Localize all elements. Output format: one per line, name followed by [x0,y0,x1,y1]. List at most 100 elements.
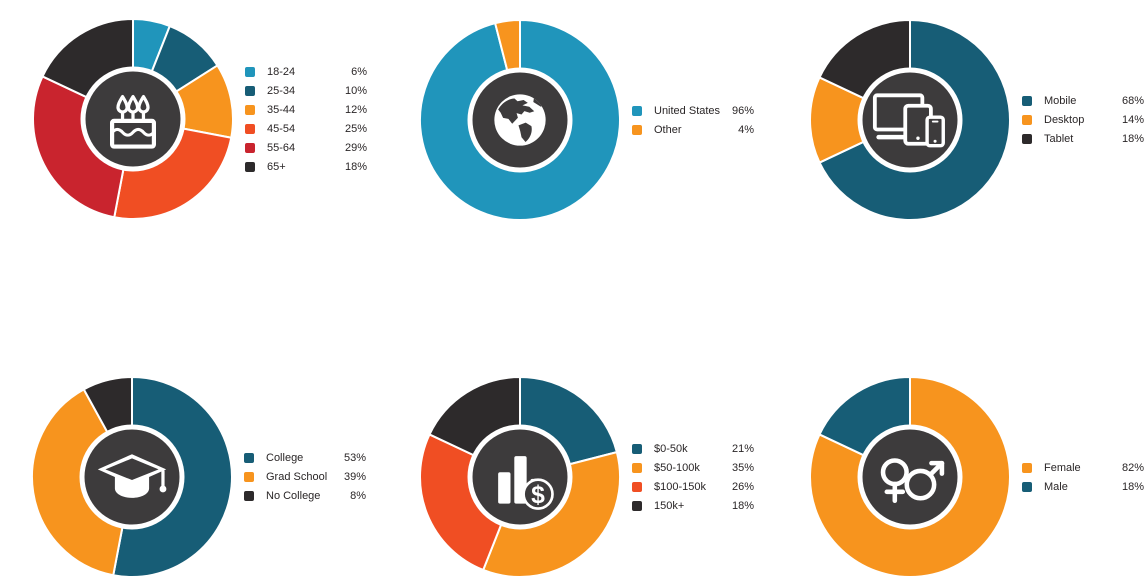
education-legend-item-college: College 53% [244,449,366,468]
legend-value: 35% [731,461,754,474]
income-donut-chart [419,376,621,578]
gender-chart-group: Female 82% Male 18% [807,374,1144,580]
legend-swatch [245,161,255,172]
legend-swatch [632,500,642,511]
legend-swatch [1022,134,1032,144]
income-legend-item-0-50k: $0-50k 21% [632,439,754,458]
legend-value: 18% [1121,133,1144,145]
legend-swatch [244,472,254,482]
legend-value: 6% [351,65,367,78]
legend-label: United States [654,104,721,117]
legend-swatch [244,453,254,463]
legend-value: 68% [1121,95,1144,107]
legend-swatch [245,123,255,134]
legend-swatch [245,104,255,115]
legend-swatch [632,443,642,454]
device-donut-chart [809,19,1011,221]
income-legend-item-50-100k: $50-100k 35% [632,458,754,477]
legend-value: 53% [343,452,366,464]
legend-label: 150k+ [654,499,685,512]
legend-value: 10% [344,84,367,97]
gender-legend-item-female: Female 82% [1022,458,1144,477]
legend-label: Desktop [1044,114,1085,126]
legend-label: No College [266,490,321,502]
age-legend-item-55-64: 55-64 29% [245,138,367,157]
globe-icon [494,94,545,145]
education-legend-item-no-college: No College 8% [244,487,366,506]
legend-value: 8% [350,490,366,502]
legend-label: $50-100k [654,461,700,474]
legend-label: Other [654,123,682,136]
legend-swatch [245,142,255,153]
legend-value: 82% [1121,461,1144,474]
legend-label: Mobile [1044,95,1077,107]
gender-legend-item-male: Male 18% [1022,477,1144,496]
age-donut-chart [32,18,234,220]
legend-label: Female [1044,461,1081,474]
location-donut-chart [418,19,621,221]
age-legend-item-18-24: 18-24 6% [245,62,367,81]
legend-value: 12% [344,103,367,116]
legend-value: 21% [731,442,754,455]
legend-label: 55-64 [267,141,296,154]
age-legend-item-25-34: 25-34 10% [245,81,367,100]
legend-label: 45-54 [267,122,296,135]
legend-swatch [245,85,255,96]
location-legend: United States 96% Other 4% [632,101,754,139]
device-chart-group: Mobile 68% Desktop 14% Tablet 18% [807,17,1144,223]
legend-label: 18-24 [267,65,296,78]
age-chart-group: 18-24 6% 25-34 10% 35-44 12% 45-54 25% 55-64 29% 6… [30,16,367,222]
legend-label: $0-50k [654,442,688,455]
legend-swatch [632,462,642,473]
legend-label: Male [1044,480,1068,493]
legend-value: 18% [1121,480,1144,493]
location-chart-group: United States 96% Other 4% [417,17,754,223]
income-legend-item-100-150k: $100-150k 26% [632,477,754,496]
age-legend-item-65: 65+ 18% [245,157,367,176]
gender-legend: Female 82% Male 18% [1022,458,1144,496]
legend-label: 25-34 [267,84,296,97]
legend-value: 96% [732,104,755,117]
legend-value: 39% [343,471,366,483]
location-legend-item-other: Other 4% [632,120,754,139]
legend-value: 18% [344,160,367,173]
location-legend-item-united-states: United States 96% [632,101,754,120]
legend-value: 25% [344,122,367,135]
education-donut-chart [30,376,233,578]
device-legend-item-mobile: Mobile 68% [1022,92,1144,111]
legend-value: 14% [1121,114,1144,126]
legend-swatch [1022,96,1032,106]
legend-swatch [632,481,642,492]
income-chart-group: $0-50k 21% $50-100k 35% $100-150k 26% 150k+ 18% [417,374,754,580]
device-legend: Mobile 68% Desktop 14% Tablet 18% [1022,92,1144,149]
legend-swatch [1022,115,1032,125]
legend-swatch [245,66,255,77]
age-legend: 18-24 6% 25-34 10% 35-44 12% 45-54 25% 55-64 29% 6… [245,62,367,176]
education-legend-item-grad-school: Grad School 39% [244,468,366,487]
legend-label: Tablet [1044,133,1074,145]
legend-value: 4% [738,123,754,136]
education-legend: College 53% Grad School 39% No College 8% [244,449,366,506]
legend-swatch [632,105,642,116]
legend-value: 29% [344,141,367,154]
education-chart-group: College 53% Grad School 39% No College 8% [29,374,366,580]
income-legend: $0-50k 21% $50-100k 35% $100-150k 26% 150k+ 18% [632,439,754,515]
legend-value: 26% [731,480,754,493]
legend-label: $100-150k [654,480,706,493]
gender-donut-chart [809,376,1011,578]
legend-label: 65+ [267,160,286,173]
legend-swatch [1022,481,1032,492]
legend-swatch [244,491,254,501]
age-legend-item-35-44: 35-44 12% [245,100,367,119]
legend-label: College [266,452,304,464]
legend-label: Grad School [266,471,328,483]
income-legend-item-150k: 150k+ 18% [632,496,754,515]
legend-value: 18% [731,499,754,512]
legend-label: 35-44 [267,103,296,116]
legend-swatch [632,124,642,135]
device-legend-item-desktop: Desktop 14% [1022,111,1144,130]
legend-swatch [1022,462,1032,473]
device-legend-item-tablet: Tablet 18% [1022,130,1144,149]
age-legend-item-45-54: 45-54 25% [245,119,367,138]
